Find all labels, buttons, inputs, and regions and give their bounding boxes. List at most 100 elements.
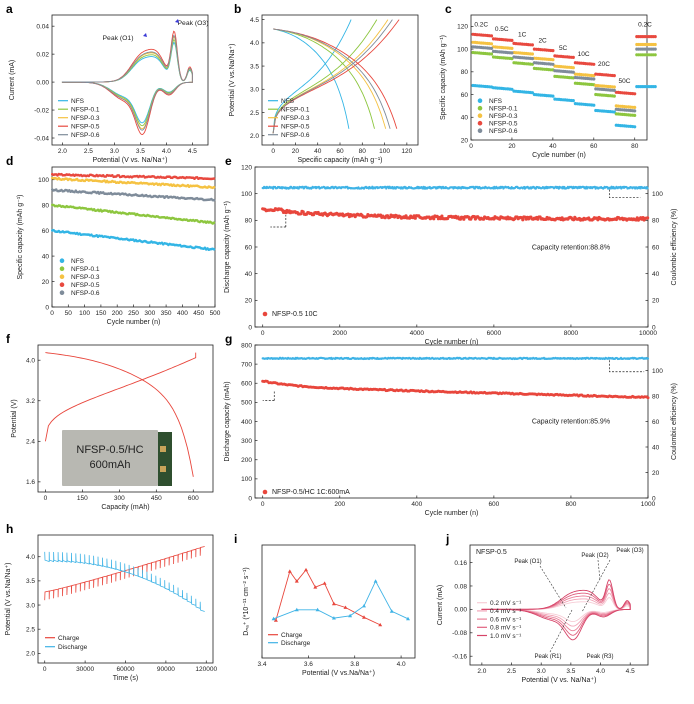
rate-point: [653, 85, 657, 89]
capacity-point: [299, 212, 303, 216]
y-tick-label: 60: [461, 92, 469, 99]
peak-arrow: [581, 559, 611, 613]
x-tick-label: 100: [379, 148, 390, 155]
y2-tick-label: 60: [652, 244, 660, 251]
capacity-point: [435, 214, 439, 218]
legend-label: NFSP-0.6: [71, 132, 100, 139]
y-tick-label: 0.00: [36, 79, 49, 86]
x-axis-label: Time (s): [113, 675, 138, 682]
x-tick-label: 500: [210, 310, 221, 317]
y-tick-label: 0.08: [454, 583, 467, 590]
rate-label: 2C: [538, 37, 547, 44]
x-tick-label: 200: [334, 501, 345, 508]
x-tick-label: 3.8: [350, 661, 359, 668]
x-tick-label: 2.0: [477, 668, 486, 675]
x-tick-label: 6000: [487, 330, 502, 337]
legend-marker: [477, 105, 483, 111]
y-tick-label: 60: [245, 244, 253, 251]
x-tick-label: 0: [43, 666, 47, 673]
y-tick-label: 80: [42, 202, 50, 209]
y-axis-label: Potential (V vs.Na/Na⁺): [5, 563, 12, 636]
diffusion-point: [362, 604, 366, 608]
rate-point: [551, 49, 555, 53]
x-tick-label: 350: [161, 310, 172, 317]
x-tick-label: 2.5: [507, 668, 516, 675]
cycle-point: [212, 248, 216, 251]
x-tick-label: 1000: [641, 501, 656, 508]
y-tick-label: 80: [245, 218, 253, 225]
y-tick-label: 3.0: [26, 602, 35, 609]
x-tick-label: 400: [411, 501, 422, 508]
rate-label: 0.5C: [495, 26, 509, 33]
x-axis-label: Cycle number (n): [425, 510, 479, 517]
y2-tick-label: 40: [652, 444, 660, 451]
charge-curve-NFSP-0.6: [272, 19, 393, 134]
x-tick-label: 10000: [639, 330, 657, 337]
diffusion-point: [362, 615, 366, 619]
panel-letter: d: [6, 154, 13, 168]
y2-tick-label: 0: [652, 324, 656, 331]
y-tick-label: 2.0: [250, 133, 259, 140]
pouch-body: [62, 430, 158, 486]
capacity-point: [462, 217, 466, 221]
capacity-point: [346, 212, 350, 216]
axis-pointer: [270, 215, 287, 228]
y-tick-label: 4.0: [26, 358, 35, 365]
rate-label: 10C: [578, 51, 590, 58]
y-tick-label: 0.02: [36, 51, 49, 58]
y-tick-label: 100: [457, 46, 468, 53]
y-tick-label: 200: [241, 457, 252, 464]
panel-letter: i: [234, 532, 237, 546]
panel-d: d 0 50 100 150 200 250 300 350 400 450 500 0 20 40 60 80…: [6, 154, 221, 326]
x-axis-label: Potential (V vs.Na/Na⁺): [302, 670, 375, 677]
panel-letter: a: [6, 2, 13, 16]
legend-label: NFSP-0.1: [489, 106, 518, 113]
y-tick-label: 80: [461, 69, 469, 76]
y2-tick-label: 100: [652, 368, 663, 375]
rate-point: [510, 38, 514, 43]
capacity-point: [432, 217, 436, 221]
cv-scan-4: [481, 579, 631, 641]
pouch-label: NFSP-0.5/HC: [76, 444, 143, 456]
peak-arrow: [539, 565, 567, 609]
x-tick-label: 200: [112, 310, 123, 317]
cycle-point: [212, 185, 216, 189]
panel-letter: e: [225, 154, 232, 168]
capacity-point: [646, 396, 650, 400]
y2-axis-label: Coulombic efficiency (%): [671, 383, 678, 460]
rate-point: [653, 47, 657, 51]
x-axis-label: Potential (V vs. Na/Na⁺): [93, 157, 168, 164]
y-tick-label: 100: [241, 476, 252, 483]
y-tick-label: 60: [42, 228, 50, 235]
legend-label: NFSP-0.1: [71, 107, 100, 114]
panel-f: f 0 150 300 450 600 1.6 2.4 3.2 4.0 Capacity (mAh)…: [6, 332, 214, 511]
legend-label: NFSP-0.3: [489, 113, 518, 120]
x-tick-label: 120: [401, 148, 412, 155]
charge-curve-NFSP-0.5: [272, 19, 400, 134]
peak-arrow: [549, 609, 573, 653]
capacity-point: [572, 218, 576, 222]
y-tick-label: 0.16: [454, 560, 467, 567]
y-tick-label: 3.2: [26, 398, 35, 405]
x-tick-label: 3.5: [136, 148, 145, 155]
efficiency-point: [473, 187, 476, 190]
rate-point: [489, 46, 494, 51]
x-tick-label: 2.5: [84, 148, 93, 155]
legend-marker: [477, 113, 483, 118]
peak-o1-arrow: [143, 33, 147, 37]
y2-tick-label: 0: [652, 495, 656, 502]
legend-marker: [262, 489, 268, 495]
panel-letter: c: [445, 2, 452, 16]
diffusion-point: [294, 579, 299, 583]
legend-label: Discharge: [58, 644, 88, 651]
legend-label: NFSP-0.3: [71, 274, 100, 281]
y-tick-label: -0.16: [452, 654, 467, 661]
capacity-point: [440, 214, 444, 218]
cv-curve-NFSP-0.6: [61, 34, 193, 131]
capacity-point: [521, 218, 525, 222]
legend-label: NFSP-0.5: [281, 124, 310, 131]
rate-point: [489, 42, 494, 46]
legend-label: Discharge: [281, 640, 311, 647]
legend-label: NFSP-0.6: [71, 290, 100, 297]
axis-pointer: [609, 189, 641, 199]
